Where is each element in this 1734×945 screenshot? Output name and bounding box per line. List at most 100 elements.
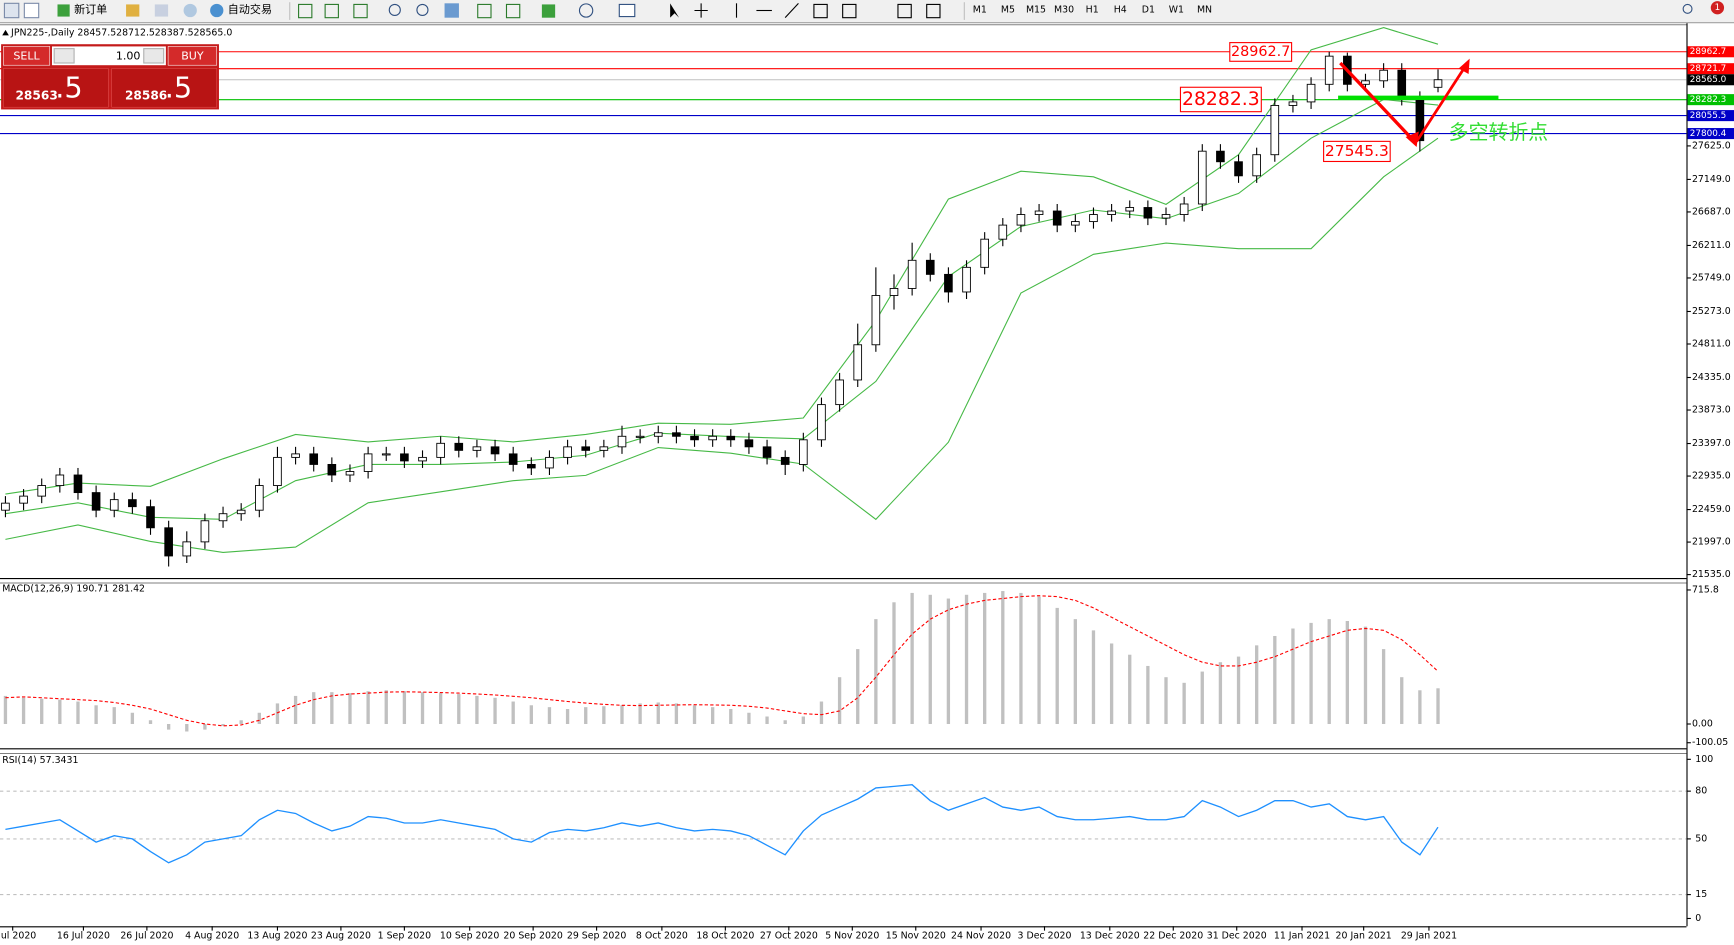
candle-body: [1270, 104, 1280, 156]
timeframe[interactable]: H1: [1086, 4, 1099, 15]
y-tick-label: 0.00: [1692, 719, 1713, 730]
macd-bar: [348, 693, 352, 725]
timeframe[interactable]: M30: [1054, 4, 1074, 15]
candle-body: [1179, 203, 1189, 215]
candle-body: [1161, 214, 1171, 219]
candle-body: [617, 435, 627, 448]
tool-icon[interactable]: [324, 3, 339, 19]
tool-icon[interactable]: [578, 3, 594, 18]
tool-icon[interactable]: [353, 3, 368, 19]
tool-icon[interactable]: [154, 4, 169, 17]
y-tick-label: 50: [1695, 833, 1707, 844]
crosshair-tool[interactable]: [694, 3, 708, 18]
timeframe[interactable]: M5: [1001, 4, 1015, 15]
candle-body: [472, 446, 482, 451]
timeframe[interactable]: D1: [1142, 4, 1155, 15]
search[interactable]: [1682, 3, 1693, 14]
bollinger-middle: [5, 98, 1439, 520]
new-order[interactable]: 新订单: [74, 2, 107, 16]
tool-icon[interactable]: [897, 3, 912, 19]
auto-trading[interactable]: 自动交易: [228, 2, 272, 16]
lots-input[interactable]: [51, 46, 166, 66]
candle-body: [182, 541, 192, 557]
tool-icon[interactable]: [842, 3, 857, 19]
y-tick-label: 24811.0: [1692, 338, 1731, 349]
tool-icon[interactable]: [23, 2, 40, 19]
tool-icon[interactable]: [541, 4, 556, 18]
buy-button[interactable]: [167, 46, 218, 66]
macd-bar: [94, 705, 98, 725]
zoom-in[interactable]: [388, 3, 401, 17]
macd-bar: [58, 699, 62, 725]
tool-icon[interactable]: [126, 4, 140, 17]
tool-icon[interactable]: [505, 3, 521, 19]
macd-bar: [402, 691, 407, 725]
candle-body: [146, 506, 155, 529]
y-tick-label: 25749.0: [1692, 272, 1731, 283]
tool-icon[interactable]: [477, 3, 492, 19]
price-level-label: 28962.7: [1690, 47, 1727, 57]
trendline-tool[interactable]: [784, 2, 799, 19]
turning-point-note: 多空转折点: [1449, 121, 1548, 144]
macd-bar: [203, 724, 207, 730]
tool-icon[interactable]: [183, 3, 197, 18]
buy-price-tail: .5: [165, 71, 192, 105]
macd-bar: [511, 701, 515, 725]
candle-body: [563, 446, 572, 458]
candle-body: [91, 492, 101, 511]
candle-body: [835, 379, 844, 406]
tool-icon[interactable]: [926, 3, 941, 19]
timeframe[interactable]: M1: [973, 4, 987, 15]
sell-price: 28563: [15, 89, 57, 103]
macd-bar: [1236, 656, 1241, 725]
sell-label[interactable]: SELL: [13, 49, 40, 62]
x-tick-label: 29 Jan 2021: [1401, 931, 1457, 942]
macd-bar: [112, 707, 116, 725]
buy-label[interactable]: BUY: [181, 49, 204, 62]
plot: M1 M5 M15 M30 H1 H4 D1 W1 MN 28457.5 28712.5 28387.…: [0, 4, 1734, 942]
x-tick-label: 4 Aug 2020: [185, 931, 239, 942]
x-tick-label: 16 Jul 2020: [57, 931, 110, 942]
timeframe[interactable]: M15: [1026, 4, 1046, 15]
macd-bar: [656, 702, 660, 725]
candle-body: [1071, 221, 1080, 226]
macd-bar: [856, 649, 860, 725]
tool-icon[interactable]: [813, 3, 828, 19]
macd-bar: [620, 705, 624, 725]
candle-body: [980, 238, 989, 268]
sell-price-box[interactable]: [3, 68, 109, 108]
macd-bar: [638, 703, 642, 725]
lots[interactable]: 1.00: [116, 49, 141, 62]
timeframe[interactable]: MN: [1197, 4, 1212, 15]
zoom-out[interactable]: [416, 3, 429, 17]
macd-bar: [420, 692, 425, 725]
x-tick-label: 7 Jul 2020: [0, 931, 36, 942]
candle-body: [327, 463, 337, 476]
tool-icon[interactable]: [618, 3, 636, 18]
notifications[interactable]: [1710, 1, 1725, 15]
cursor-tool[interactable]: [670, 3, 680, 18]
macd-bar: [692, 705, 697, 725]
ohlc-value: 28712.5: [116, 28, 155, 39]
macd-bar: [874, 619, 878, 725]
macd-bar: [602, 706, 606, 725]
timeframe[interactable]: W1: [1169, 4, 1184, 15]
tool-icon[interactable]: [298, 3, 313, 19]
y-tick-label: 25273.0: [1692, 306, 1731, 317]
tool-icon[interactable]: [444, 3, 459, 18]
tool-icon[interactable]: [3, 2, 20, 19]
macd-bar: [148, 720, 153, 725]
candle-body: [1052, 210, 1062, 226]
lots-up[interactable]: [143, 48, 165, 64]
buy-price-box[interactable]: [111, 68, 218, 108]
macd-bar: [729, 709, 733, 725]
sell-button[interactable]: [3, 46, 51, 66]
timeframe[interactable]: H4: [1114, 4, 1127, 15]
new-order-icon[interactable]: [57, 4, 70, 17]
candle-body: [363, 453, 373, 472]
candle-body: [454, 442, 464, 451]
macd-bar: [565, 709, 570, 725]
lots-down[interactable]: [53, 48, 75, 64]
auto-trading-icon[interactable]: [210, 3, 224, 18]
